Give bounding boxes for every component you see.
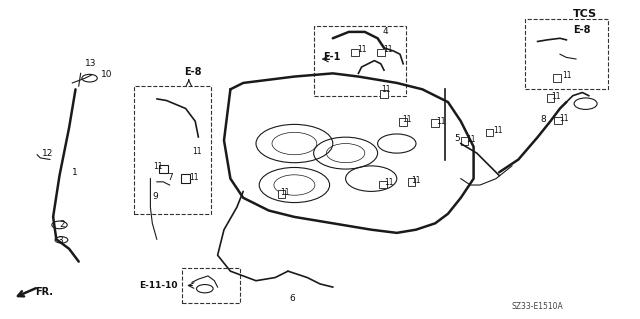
Text: 12: 12 bbox=[42, 149, 53, 158]
Text: SZ33-E1510A: SZ33-E1510A bbox=[512, 302, 564, 311]
Bar bbox=[399, 118, 407, 126]
Bar bbox=[314, 26, 406, 96]
Text: 10: 10 bbox=[101, 70, 113, 79]
Bar bbox=[553, 74, 561, 82]
Bar bbox=[159, 165, 168, 173]
Bar bbox=[431, 119, 439, 127]
Bar bbox=[554, 117, 562, 124]
Text: 11: 11 bbox=[559, 114, 569, 123]
Text: TCS: TCS bbox=[573, 9, 597, 19]
Bar bbox=[461, 137, 468, 145]
Text: 5: 5 bbox=[454, 134, 460, 143]
Text: 4: 4 bbox=[383, 27, 388, 36]
Bar bbox=[486, 129, 493, 136]
Bar bbox=[377, 49, 385, 56]
Bar bbox=[181, 174, 190, 183]
Text: 3: 3 bbox=[58, 236, 63, 245]
Bar bbox=[182, 268, 240, 303]
Bar bbox=[380, 90, 388, 98]
Text: 8: 8 bbox=[541, 115, 547, 124]
Bar bbox=[351, 49, 359, 56]
Text: 11: 11 bbox=[192, 147, 202, 156]
Bar bbox=[408, 178, 415, 186]
Text: E-11-10: E-11-10 bbox=[140, 281, 178, 290]
Text: 11: 11 bbox=[381, 85, 391, 94]
Text: 11: 11 bbox=[493, 126, 502, 135]
Text: 11: 11 bbox=[154, 162, 163, 171]
Text: 11: 11 bbox=[552, 92, 561, 101]
Text: E-8: E-8 bbox=[184, 67, 202, 77]
Text: E-1: E-1 bbox=[323, 52, 340, 63]
Text: 11: 11 bbox=[562, 71, 572, 80]
Text: 11: 11 bbox=[280, 189, 290, 197]
Text: 11: 11 bbox=[189, 173, 198, 182]
Text: 1: 1 bbox=[72, 168, 77, 177]
Text: 11: 11 bbox=[436, 117, 446, 126]
Bar bbox=[379, 181, 387, 188]
Text: 11: 11 bbox=[383, 45, 392, 54]
Bar bbox=[278, 190, 285, 198]
Text: 11: 11 bbox=[384, 178, 394, 187]
Text: 11: 11 bbox=[357, 45, 367, 54]
Text: 13: 13 bbox=[84, 59, 96, 68]
Text: E-8: E-8 bbox=[573, 25, 590, 35]
Text: FR.: FR. bbox=[35, 287, 53, 297]
Text: 11: 11 bbox=[411, 176, 420, 185]
Bar bbox=[134, 86, 211, 214]
Text: 2: 2 bbox=[59, 220, 65, 229]
Text: 11: 11 bbox=[466, 135, 476, 144]
Text: 7: 7 bbox=[168, 173, 173, 182]
Text: 9: 9 bbox=[152, 192, 158, 201]
Text: 11: 11 bbox=[402, 115, 412, 124]
Text: 6: 6 bbox=[289, 294, 295, 303]
Bar bbox=[547, 94, 554, 102]
Bar bbox=[525, 19, 608, 89]
